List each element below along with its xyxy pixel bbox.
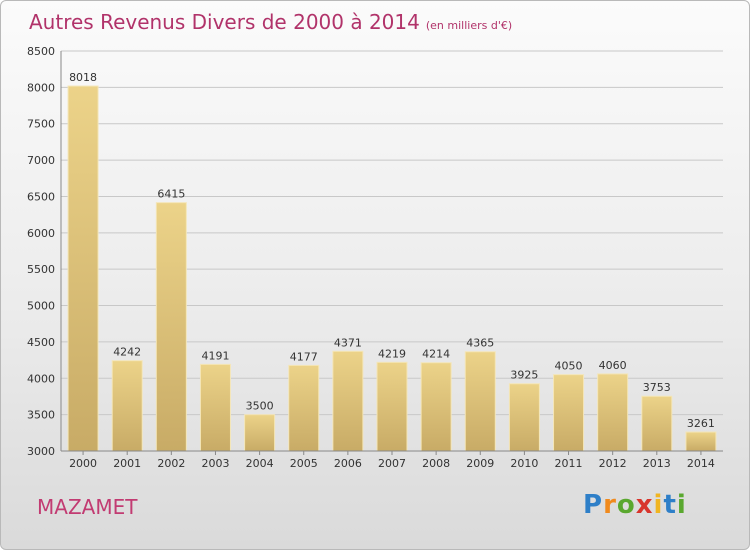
logo-letter: x <box>635 490 654 520</box>
logo-letter: P <box>583 490 604 520</box>
data-label: 3500 <box>246 400 274 413</box>
x-tick-label: 2005 <box>290 457 318 470</box>
x-tick-label: 2009 <box>466 457 494 470</box>
location-label: MAZAMET <box>37 495 138 519</box>
bar <box>376 361 408 452</box>
x-tick-label: 2014 <box>687 457 715 470</box>
data-label: 4177 <box>290 350 318 363</box>
y-tick-label: 6500 <box>27 190 55 203</box>
proxiti-logo[interactable]: Proxiti <box>583 490 687 520</box>
bar <box>420 362 452 452</box>
x-tick-label: 2003 <box>201 457 229 470</box>
data-label: 4214 <box>422 348 450 361</box>
x-tick-label: 2000 <box>69 457 97 470</box>
data-label: 3925 <box>510 369 538 382</box>
x-tick-label: 2010 <box>510 457 538 470</box>
y-tick-label: 6000 <box>27 227 55 240</box>
x-tick-label: 2007 <box>378 457 406 470</box>
data-label: 8018 <box>69 71 97 84</box>
data-label: 4060 <box>599 359 627 372</box>
data-label: 4365 <box>466 337 494 350</box>
data-label: 4242 <box>113 346 141 359</box>
x-axis-tick-labels: 2000 2001 2002 2003 2004 2005 2006 2007 2008 2009… <box>69 451 715 470</box>
y-axis-tick-labels: 3000 3500 4000 4500 5000 5500 6000 6500 7000 7500… <box>27 45 55 458</box>
x-tick-label: 2002 <box>157 457 185 470</box>
data-label: 3261 <box>687 417 715 430</box>
chart-title-text: Autres Revenus Divers de 2000 à 2014 <box>29 10 420 34</box>
bar <box>244 414 276 452</box>
y-tick-label: 4000 <box>27 372 55 385</box>
y-tick-label: 5000 <box>27 300 55 313</box>
logo-letter: r <box>603 490 617 520</box>
data-label: 4050 <box>555 360 583 373</box>
logo-letter: o <box>616 490 636 520</box>
bar <box>641 395 673 452</box>
data-label: 4371 <box>334 336 362 349</box>
bar <box>508 383 540 452</box>
y-tick-label: 8000 <box>27 81 55 94</box>
data-label: 6415 <box>157 188 185 201</box>
bar <box>464 351 496 452</box>
x-tick-label: 2004 <box>246 457 274 470</box>
chart-title: Autres Revenus Divers de 2000 à 2014 (en … <box>29 10 512 34</box>
x-tick-label: 2008 <box>422 457 450 470</box>
bar <box>332 350 364 452</box>
x-tick-label: 2006 <box>334 457 362 470</box>
data-label: 4191 <box>201 349 229 362</box>
data-labels: 8018 4242 6415 4191 3500 4177 4371 4219 4214 4365… <box>69 71 715 430</box>
y-tick-label: 4500 <box>27 336 55 349</box>
bar <box>685 431 717 452</box>
data-label: 4219 <box>378 347 406 360</box>
y-tick-label: 5500 <box>27 263 55 276</box>
bar <box>111 360 143 452</box>
bar <box>155 202 187 452</box>
y-tick-label: 3000 <box>27 445 55 458</box>
y-tick-label: 7500 <box>27 118 55 131</box>
x-tick-label: 2012 <box>599 457 627 470</box>
y-tick-label: 8500 <box>27 45 55 58</box>
data-label: 3753 <box>643 381 671 394</box>
bar <box>597 373 629 452</box>
x-tick-label: 2001 <box>113 457 141 470</box>
bar <box>288 364 320 452</box>
y-tick-label: 3500 <box>27 409 55 422</box>
x-tick-label: 2011 <box>555 457 583 470</box>
logo-letter: i <box>676 490 687 520</box>
bar <box>199 363 231 452</box>
chart-subtitle: (en milliers d'€) <box>425 19 513 32</box>
bar <box>67 85 99 452</box>
bars <box>67 85 717 452</box>
logo-letter: t <box>663 490 677 520</box>
x-tick-label: 2013 <box>643 457 671 470</box>
logo-letter: i <box>653 490 664 520</box>
y-tick-label: 7000 <box>27 154 55 167</box>
bar <box>553 374 585 452</box>
